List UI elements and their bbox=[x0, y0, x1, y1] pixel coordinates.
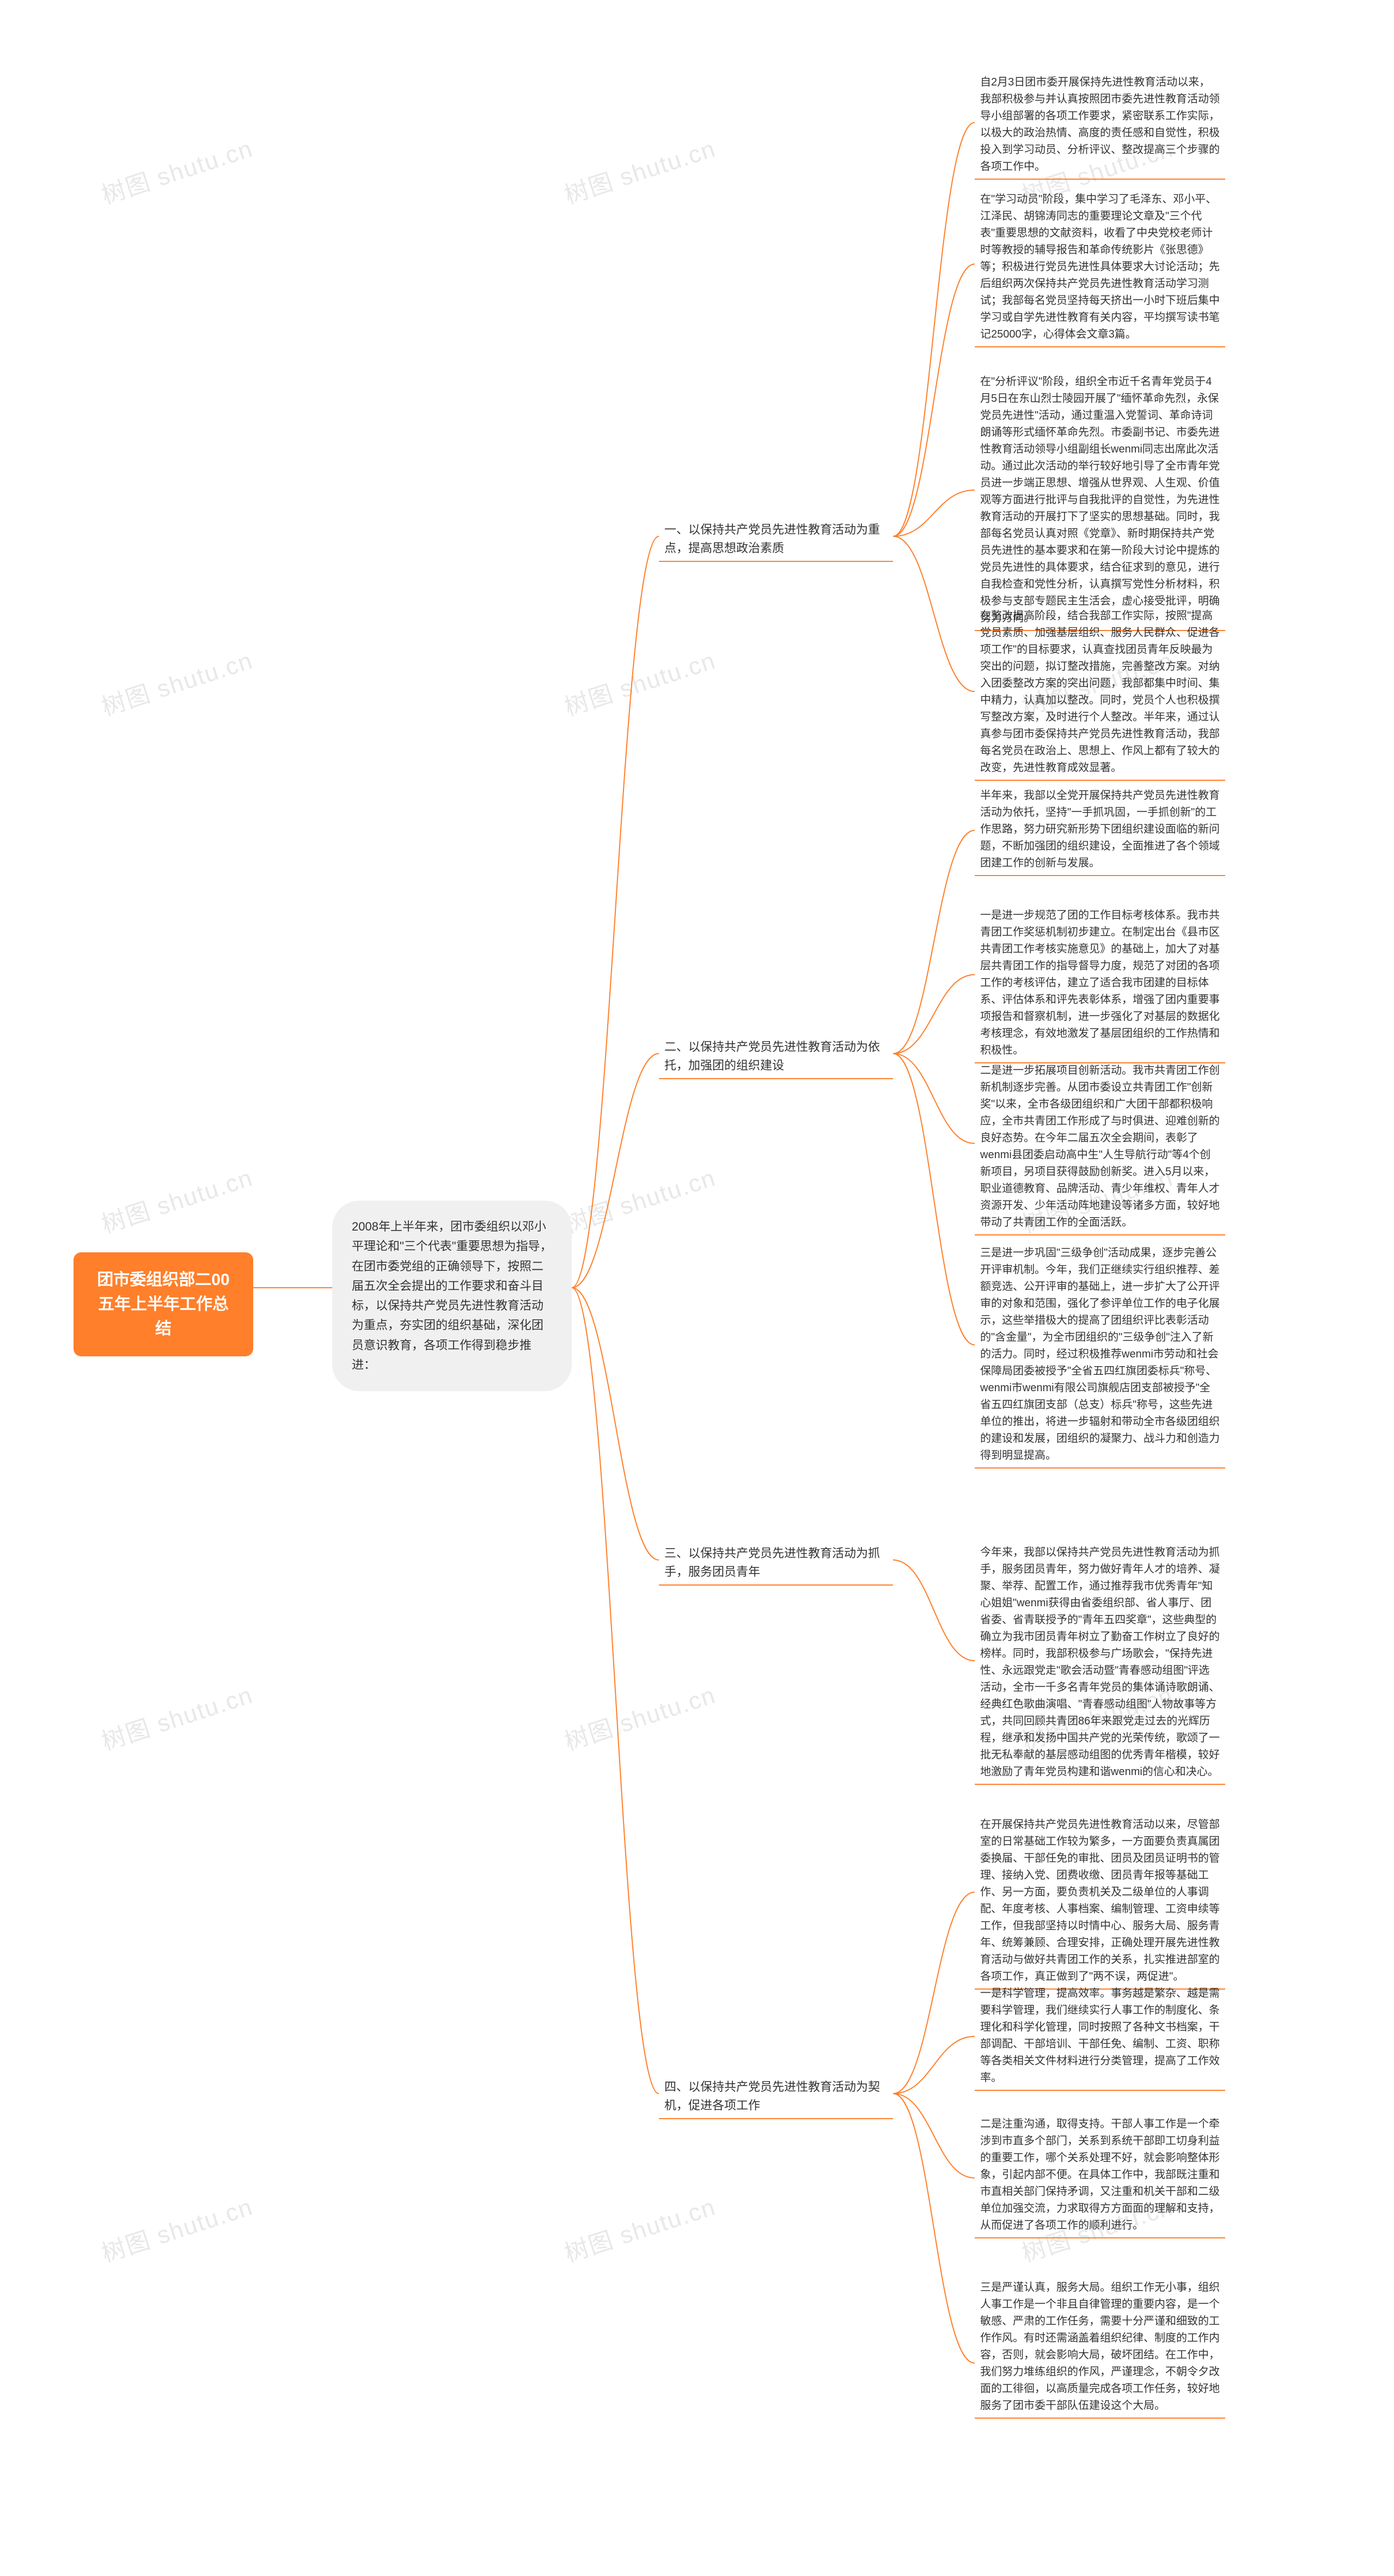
branch-2-leaf-1[interactable]: 半年来，我部以全党开展保持共产党员先进性教育活动为依托，坚持"一手抓巩固，一手抓… bbox=[975, 784, 1225, 876]
branch-1-leaf-4[interactable]: 在整改提高阶段，结合我部工作实际，按照"提高党员素质、加强基层组织、服务人民群众… bbox=[975, 604, 1225, 781]
branch-4-leaf-2[interactable]: 一是科学管理，提高效率。事务越是繁杂、越是需要科学管理，我们继续实行人事工作的制… bbox=[975, 1982, 1225, 2091]
branch-1-leaf-3[interactable]: 在"分析评议"阶段，组织全市近千名青年党员于4月5日在东山烈士陵园开展了"缅怀革… bbox=[975, 370, 1225, 631]
branch-4-leaf-1[interactable]: 在开展保持共产党员先进性教育活动以来，尽管部室的日常基础工作较为繁多，一方面要负… bbox=[975, 1813, 1225, 1990]
root-node[interactable]: 团市委组织部二00五年上半年工作总结 bbox=[74, 1252, 253, 1356]
branch-1-leaf-2[interactable]: 在"学习动员"阶段，集中学习了毛泽东、邓小平、江泽民、胡锦涛同志的重要理论文章及… bbox=[975, 188, 1225, 347]
branch-3-leaf-1[interactable]: 今年来，我部以保持共产党员先进性教育活动为抓手，服务团员青年，努力做好青年人才的… bbox=[975, 1541, 1225, 1785]
branch-1[interactable]: 一、以保持共产党员先进性教育活动为重点，提高思想政治素质 bbox=[659, 517, 893, 562]
branch-3[interactable]: 三、以保持共产党员先进性教育活动为抓手，服务团员青年 bbox=[659, 1541, 893, 1586]
branch-4-leaf-3[interactable]: 二是注重沟通，取得支持。干部人事工作是一个牵涉到市直多个部门，关系到系统干部即工… bbox=[975, 2113, 1225, 2238]
branch-2-leaf-2[interactable]: 一是进一步规范了团的工作目标考核体系。我市共青团工作奖惩机制初步建立。在制定出台… bbox=[975, 904, 1225, 1063]
branch-4-leaf-4[interactable]: 三是严谨认真，服务大局。组织工作无小事，组织人事工作是一个非且自律管理的重要内容… bbox=[975, 2276, 1225, 2419]
branch-2[interactable]: 二、以保持共产党员先进性教育活动为依托，加强团的组织建设 bbox=[659, 1035, 893, 1079]
branch-2-leaf-4[interactable]: 三是进一步巩固"三级争创"活动成果，逐步完善公开评审机制。今年，我们正继续实行组… bbox=[975, 1241, 1225, 1468]
branch-4[interactable]: 四、以保持共产党员先进性教育活动为契机，促进各项工作 bbox=[659, 2075, 893, 2119]
branch-2-leaf-3[interactable]: 二是进一步拓展项目创新活动。我市共青团工作创新机制逐步完善。从团市委设立共青团工… bbox=[975, 1059, 1225, 1235]
branch-1-leaf-1[interactable]: 自2月3日团市委开展保持先进性教育活动以来，我部积极参与并认真按照团市委先进性教… bbox=[975, 71, 1225, 180]
mindmap-canvas: 团市委组织部二00五年上半年工作总结 2008年上半年来，团市委组织以邓小平理论… bbox=[0, 0, 1394, 2576]
intro-node[interactable]: 2008年上半年来，团市委组织以邓小平理论和"三个代表"重要思想为指导，在团市委… bbox=[332, 1201, 572, 1391]
